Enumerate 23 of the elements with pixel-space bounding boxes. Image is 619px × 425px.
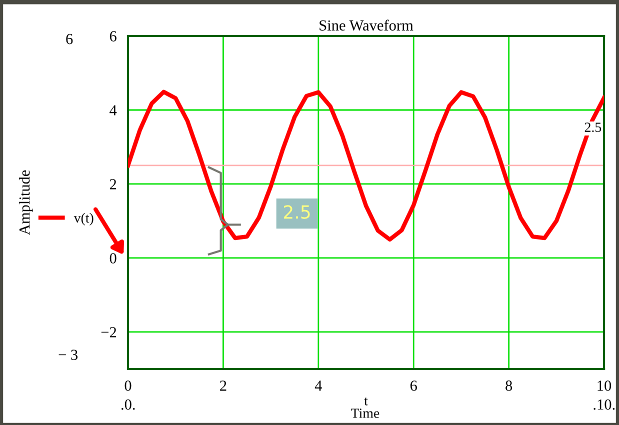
text: 6	[66, 34, 73, 44]
y-tick-label: −2	[101, 327, 116, 338]
text: Time	[351, 408, 380, 418]
y-tick-label: 4	[110, 105, 117, 116]
text: .10.	[594, 399, 615, 410]
x-tick-label: 8	[506, 380, 512, 391]
x-tick-label: 10	[598, 380, 612, 391]
x-axis-title: t	[364, 397, 368, 406]
line-series	[128, 90, 604, 242]
x-tick-label: 4	[314, 380, 322, 391]
y-tick-label: 0	[110, 253, 116, 264]
annotation: 2.5	[284, 205, 310, 219]
x-tick-label: 6	[410, 380, 417, 391]
chart-title: Sine Waveform	[320, 20, 414, 31]
text: .0.	[122, 399, 135, 410]
y-tick-label: 2	[110, 179, 116, 190]
y-tick-label: 6	[110, 31, 116, 42]
text: − 3	[58, 350, 78, 360]
ref-line-label: 2.5	[584, 122, 602, 132]
y-axis-title: Amplitude	[18, 170, 33, 236]
x-tick-label: 0	[124, 380, 132, 391]
x-tick-label: 2	[220, 380, 226, 391]
legend-label: v(t)	[74, 212, 94, 226]
